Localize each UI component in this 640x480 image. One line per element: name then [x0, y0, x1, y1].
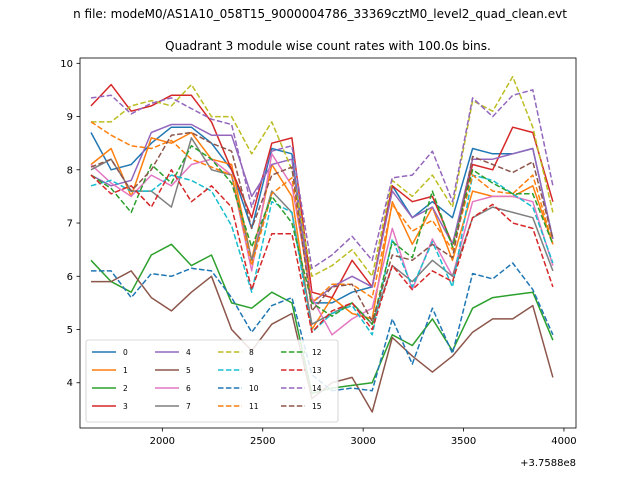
series-line-6 [90, 153, 554, 336]
legend-label-8: 8 [249, 348, 254, 357]
y-axis: 4 5 6 7 8 9 10 [60, 59, 80, 389]
x-tick-label: 2500 [250, 436, 275, 447]
y-tick-label: 9 [67, 112, 73, 123]
y-tick-label: 5 [67, 325, 73, 336]
y-tick-label: 7 [67, 219, 73, 230]
legend-label-12: 12 [312, 348, 322, 357]
legend-label-15: 15 [312, 402, 322, 411]
series-line-7 [90, 137, 554, 325]
series-line-4 [90, 123, 554, 304]
series-line-9 [90, 174, 554, 336]
y-tick-label: 10 [60, 59, 73, 70]
legend-label-5: 5 [186, 366, 191, 375]
x-tick-label: 3500 [451, 436, 476, 447]
y-tick-label: 4 [67, 378, 73, 389]
x-tick-label: 3000 [350, 436, 375, 447]
y-tick-label: 6 [67, 272, 73, 283]
axes-frame [79, 57, 577, 429]
legend-label-14: 14 [312, 384, 322, 393]
series-line-13 [90, 169, 554, 333]
x-axis: 2000 2500 3000 3500 4000 [150, 428, 577, 447]
legend-label-6: 6 [186, 384, 191, 393]
legend-box [85, 339, 339, 423]
figure-suptitle: n file: modeM0/AS1A10_058T15_9000004786_… [73, 7, 567, 21]
series-line-11 [90, 121, 554, 304]
legend-label-2: 2 [123, 384, 128, 393]
series-line-15 [90, 131, 554, 323]
series-line-14 [90, 89, 554, 270]
x-offset-label: +3.7588e8 [520, 458, 576, 469]
legend-label-13: 13 [312, 366, 322, 375]
legend-label-10: 10 [249, 384, 259, 393]
series-line-12 [90, 145, 554, 325]
series-line-8 [91, 75, 554, 278]
legend-label-3: 3 [123, 402, 128, 411]
chart-title: Quadrant 3 module wise count rates with … [165, 39, 491, 53]
y-tick-label: 8 [67, 165, 73, 176]
legend-label-1: 1 [123, 366, 128, 375]
legend-label-4: 4 [186, 348, 191, 357]
x-tick-label: 2000 [150, 436, 175, 447]
legend-label-9: 9 [249, 366, 254, 375]
legend-label-11: 11 [249, 402, 259, 411]
legend-label-0: 0 [123, 348, 128, 357]
legend-label-7: 7 [186, 402, 191, 411]
x-tick-label: 4000 [551, 436, 576, 447]
series-line-0 [90, 126, 554, 304]
